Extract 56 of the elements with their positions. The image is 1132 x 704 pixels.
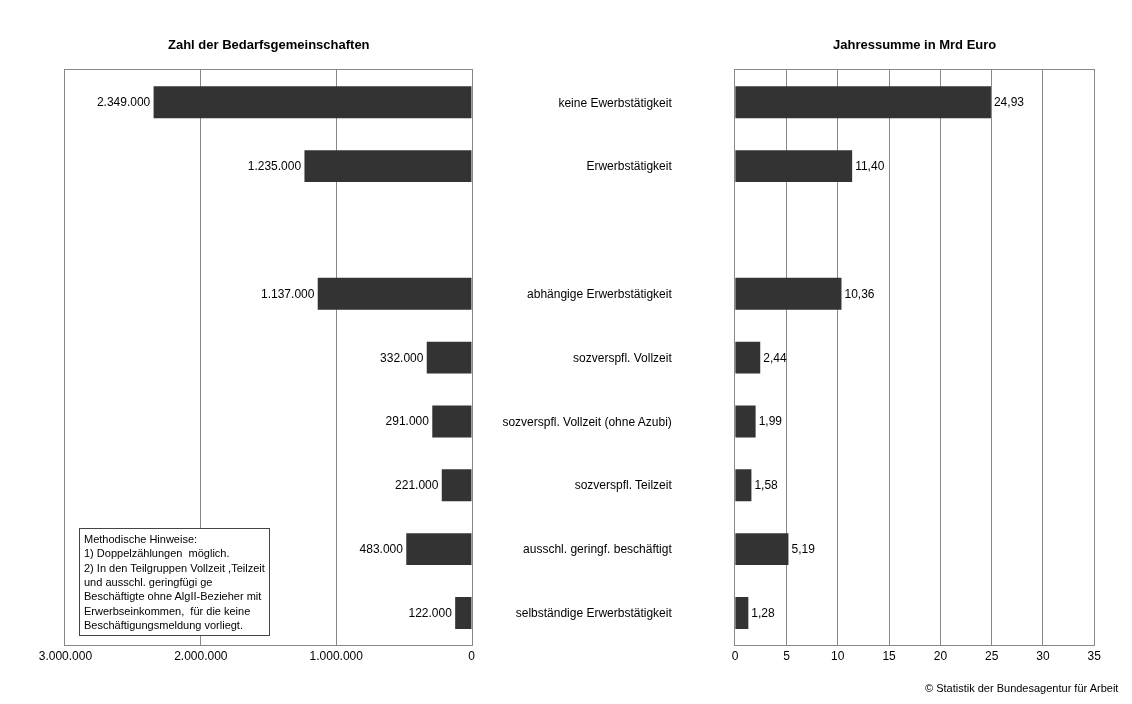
x-tick-label: 1.000.000	[309, 649, 364, 664]
x-tick-label: 25	[984, 649, 999, 664]
data-label: 5,19	[791, 542, 816, 557]
bar	[426, 341, 472, 374]
bar	[455, 596, 472, 629]
data-label: 1,28	[751, 605, 776, 620]
data-label: 1.235.000	[247, 159, 302, 174]
y-tick-label: selbständige Erwerbstätigkeit	[515, 606, 673, 621]
data-label: 24,93	[993, 95, 1025, 110]
x-tick-label: 35	[1087, 649, 1102, 664]
bar	[735, 341, 761, 374]
bar	[432, 405, 472, 438]
data-label: 483.000	[359, 542, 404, 557]
bar	[735, 405, 756, 438]
bar	[406, 533, 472, 566]
y-tick-label: sozverspfl. Vollzeit (ohne Azubi)	[502, 414, 672, 429]
data-label: 11,40	[855, 159, 885, 174]
bar	[735, 596, 749, 629]
x-tick-label: 20	[933, 649, 948, 664]
chart-title: Jahressumme in Mrd Euro	[833, 37, 997, 52]
x-tick-label: 3.000.000	[38, 649, 93, 664]
data-label: 1,58	[754, 478, 779, 493]
bar	[735, 469, 752, 502]
bar	[304, 150, 472, 183]
x-tick-label: 5	[783, 649, 791, 664]
chart-title: Zahl der Bedarfsgemeinschaften	[168, 37, 370, 52]
y-tick-label: Erwerbstätigkeit	[586, 159, 673, 174]
annotation: Methodische Hinweise: 1) Doppelzählungen möglich. 2) In den Teilgruppen Vollzeit ,Teilzeit und ausschl. geringfügi ge Beschäftigte ohne AlgII-Bezieher mit Erwerbseinkommen, für die keine Beschäftigungsmeldung vorliegt.	[84, 533, 265, 631]
bar	[735, 86, 991, 119]
data-label: 221.000	[395, 478, 439, 493]
bar	[735, 277, 842, 310]
data-label: 10,36	[844, 286, 875, 301]
x-tick-label: 0	[731, 649, 739, 664]
data-label: 332.000	[380, 350, 424, 365]
x-tick-label: 2.000.000	[174, 649, 228, 664]
y-tick-label: keine Ewerbstätigkeit	[558, 95, 673, 110]
y-tick-label: sozverspfl. Teilzeit	[574, 478, 673, 493]
y-tick-label: abhängige Erwerbstätigkeit	[527, 287, 673, 301]
x-tick-label: 15	[882, 649, 897, 664]
x-tick-label: 10	[831, 649, 845, 664]
bar	[735, 150, 853, 183]
data-label: 2.349.000	[96, 95, 151, 110]
bar	[441, 469, 472, 502]
x-tick-label: 0	[468, 649, 476, 664]
data-label: 1.137.000	[261, 286, 315, 301]
data-label: 2,44	[763, 350, 787, 365]
bar	[153, 86, 472, 119]
y-tick-label: sozverspfl. Vollzeit	[573, 350, 673, 365]
y-tick-label: ausschl. geringf. beschäftigt	[523, 542, 673, 557]
x-tick-label: 30	[1036, 649, 1050, 664]
bar	[735, 533, 789, 566]
bar	[317, 277, 472, 310]
data-label: 122.000	[408, 605, 453, 620]
data-label: 291.000	[385, 414, 430, 429]
data-label: 1,99	[758, 414, 783, 429]
text: © Statistik der Bundesagentur für Arbeit	[925, 682, 1119, 694]
